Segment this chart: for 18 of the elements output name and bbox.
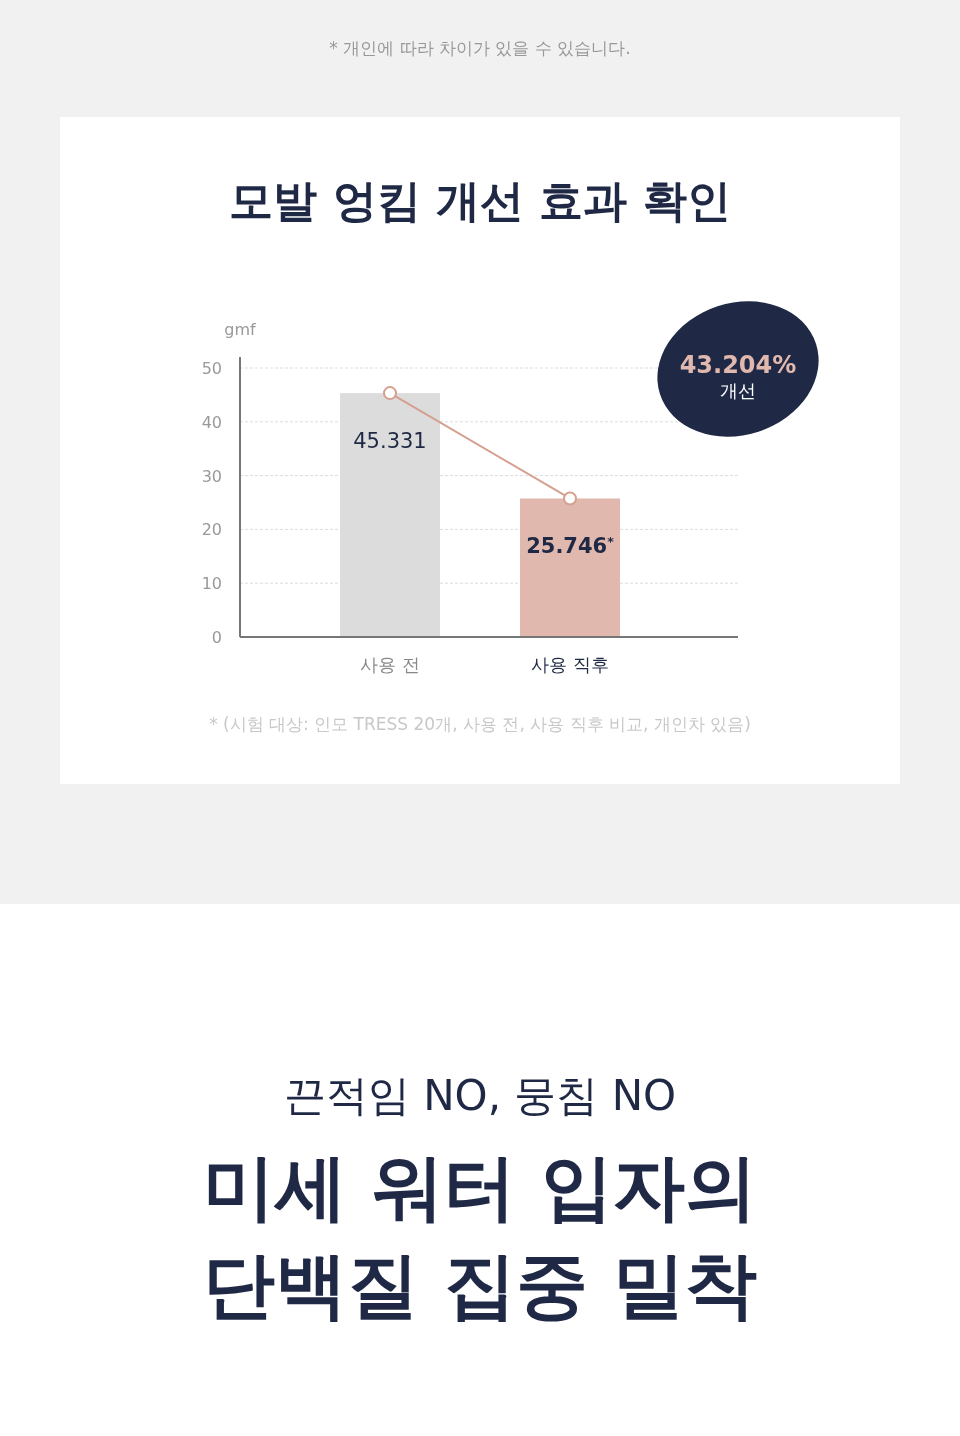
annotation: 43.204% [679, 351, 797, 379]
text: 단백질 집중 밀착 [202, 1243, 758, 1327]
y-tick-label: 0 [211, 628, 222, 647]
y-axis-title: gmf [224, 320, 257, 339]
data-label: 25.746$^{*}$ [526, 533, 615, 559]
y-tick-label: 20 [201, 520, 222, 540]
text: 끈적임 NO, 뭉침 NO [283, 1071, 677, 1120]
x-tick-label: 사용 전 [360, 654, 420, 675]
y-tick-label: 40 [201, 412, 222, 432]
annotation: 개선 [720, 380, 756, 401]
y-tick-label: 30 [201, 466, 222, 486]
y-tick-label: 10 [201, 574, 222, 594]
text: 미세 워터 입자의 [202, 1145, 758, 1229]
y-tick-label: 50 [201, 359, 222, 378]
data-label: 45.331 [353, 429, 427, 454]
text: * 개인에 따라 차이가 있을 수 있습니다. [329, 38, 631, 58]
x-tick-label: 사용 직후 [531, 654, 609, 675]
chart-title: 모발 엉킴 개선 효과 확인 [229, 175, 731, 226]
